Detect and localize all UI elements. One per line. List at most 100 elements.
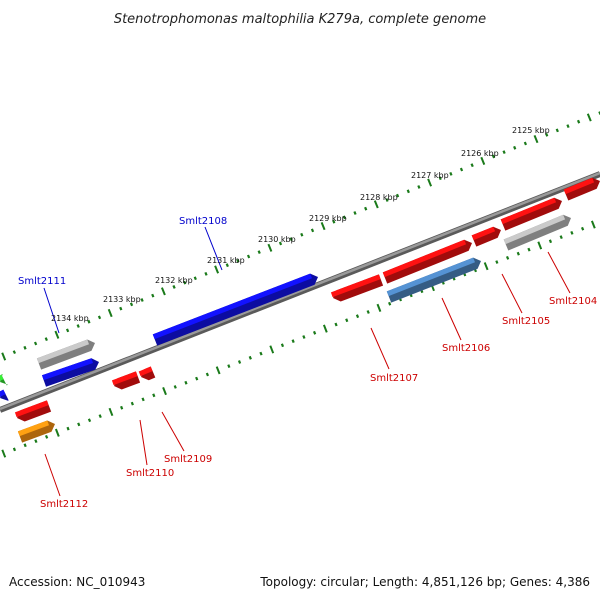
upper-tick-track <box>1 111 600 361</box>
minor-tick <box>204 271 208 276</box>
minor-tick <box>130 401 134 406</box>
major-tick <box>54 428 60 437</box>
gene-smlt2103-arrow[interactable] <box>563 177 600 201</box>
minor-tick <box>310 228 315 233</box>
minor-tick <box>523 141 528 146</box>
minor-tick <box>66 426 70 431</box>
minor-tick <box>141 397 145 402</box>
gene-smlt2110-arrow[interactable] <box>111 371 141 390</box>
minor-tick <box>334 322 338 327</box>
smlt2111-leader <box>43 287 60 334</box>
minor-tick <box>205 372 210 377</box>
gene-smlt2109-arrow[interactable] <box>138 366 156 381</box>
scale-label-2133: 2133 kbp <box>103 295 141 304</box>
minor-tick <box>44 337 48 342</box>
gene-label-smlt2105[interactable]: Smlt2105 <box>502 316 550 327</box>
gene-label-smlt2107[interactable]: Smlt2107 <box>370 373 418 384</box>
smlt2110-leader <box>139 419 148 466</box>
scale-label-2125: 2125 kbp <box>512 126 550 135</box>
minor-tick <box>449 171 453 176</box>
minor-tick <box>246 254 251 259</box>
minor-tick <box>332 219 336 224</box>
gene-smlt2107-arrow[interactable] <box>330 274 384 302</box>
minor-tick <box>513 145 517 150</box>
smlt2106-leader <box>441 297 462 341</box>
minor-tick <box>98 414 102 419</box>
minor-tick <box>395 193 400 198</box>
major-tick <box>107 308 113 318</box>
minor-tick <box>173 385 177 389</box>
gene-smlt2111-arrow[interactable] <box>42 358 99 387</box>
genome-summary-text: Topology: circular; Length: 4,851,126 bp… <box>259 575 590 589</box>
gene-label-smlt2109[interactable]: Smlt2109 <box>164 454 212 465</box>
minor-tick <box>300 232 304 237</box>
gene-label-smlt2108[interactable]: Smlt2108 <box>179 216 227 227</box>
major-tick <box>1 449 7 458</box>
minor-tick <box>559 235 563 240</box>
gene-smlt2105-gray-arrow[interactable] <box>503 214 571 251</box>
minor-tick <box>44 434 49 439</box>
gene-label-smlt2111[interactable]: Smlt2111 <box>18 276 66 287</box>
major-tick <box>160 287 166 296</box>
minor-tick <box>76 324 80 328</box>
major-tick <box>373 200 379 209</box>
major-tick <box>214 265 220 274</box>
scale-label-2127: 2127 kbp <box>411 171 449 180</box>
minor-tick <box>97 315 102 320</box>
gene-smlt2113-green-arrow[interactable] <box>0 374 8 386</box>
minor-tick <box>364 206 368 211</box>
gene-smlt2108-arrow[interactable] <box>152 273 318 346</box>
gene-smlt2112-arrow[interactable] <box>17 420 55 443</box>
gene-label-smlt2104[interactable]: Smlt2104 <box>549 296 597 307</box>
minor-tick <box>225 263 229 268</box>
minor-tick <box>385 198 389 202</box>
accession-text: Accession: NC_010943 <box>9 575 145 589</box>
smlt2108-leader <box>204 226 223 271</box>
gene-smlt2105-small-arrow[interactable] <box>471 226 501 247</box>
scale-label-2126: 2126 kbp <box>461 149 499 158</box>
major-tick <box>162 387 167 396</box>
gene-features <box>0 177 600 443</box>
minor-tick <box>23 345 27 350</box>
gene-label-smlt2106[interactable]: Smlt2106 <box>442 343 490 354</box>
minor-tick <box>388 301 392 306</box>
minor-tick <box>527 247 531 252</box>
minor-tick <box>459 167 464 172</box>
major-tick <box>108 407 114 417</box>
major-tick <box>269 345 275 354</box>
gene-smlt2106-arrow[interactable] <box>386 257 481 303</box>
gene-smlt2111-gray-arrow[interactable] <box>36 339 95 370</box>
minor-tick <box>353 211 357 215</box>
genome-backbone <box>0 171 600 413</box>
minor-tick <box>12 447 17 452</box>
minor-tick <box>23 443 27 448</box>
gene-label-smlt2112[interactable]: Smlt2112 <box>40 499 88 510</box>
minor-tick <box>280 343 285 348</box>
minor-tick <box>406 189 410 194</box>
major-tick <box>54 330 60 339</box>
minor-tick <box>502 150 506 155</box>
minor-tick <box>237 360 242 364</box>
minor-tick <box>172 284 176 289</box>
major-tick <box>586 113 592 122</box>
minor-tick <box>345 318 349 323</box>
gene-smlt2104-arrow[interactable] <box>500 197 562 231</box>
minor-tick <box>312 330 317 335</box>
minor-tick <box>289 237 293 242</box>
scale-label-2129: 2129 kbp <box>309 214 347 223</box>
minor-tick <box>151 293 155 298</box>
tick-tracks <box>1 111 600 458</box>
gene-smlt2106-upper-arrow[interactable] <box>382 239 472 284</box>
gene-smlt2112-red-arrow[interactable] <box>14 400 52 422</box>
minor-tick <box>227 364 231 368</box>
gene-smlt2114-arrow[interactable] <box>0 389 9 401</box>
gene-label-smlt2110[interactable]: Smlt2110 <box>126 468 174 479</box>
minor-tick <box>491 154 496 159</box>
minor-tick <box>33 341 38 346</box>
minor-tick <box>302 335 306 339</box>
minor-tick <box>576 119 581 124</box>
minor-tick <box>278 241 283 246</box>
minor-tick <box>417 185 421 189</box>
smlt2105-leader <box>501 273 523 314</box>
